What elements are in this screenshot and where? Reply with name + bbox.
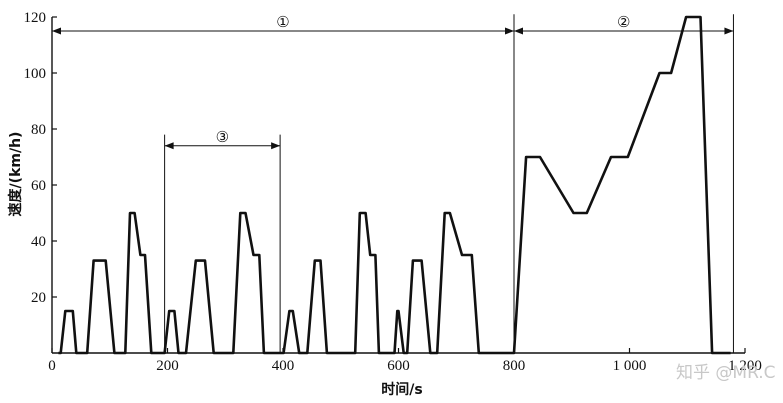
x-tick-label-600: 600 — [387, 358, 410, 374]
x-tick-label-0: 0 — [48, 358, 56, 374]
phase-label-3: ③ — [216, 130, 229, 146]
x-tick-labels: 0 200 400 600 800 1 000 1 200 — [48, 358, 762, 374]
watermark: 知乎 @MR.C — [676, 363, 776, 383]
x-tick-label-200: 200 — [156, 358, 179, 374]
phase-arrow-1-head-right — [505, 27, 514, 35]
y-tick-label-20: 20 — [31, 290, 46, 306]
x-tick-label-800: 800 — [503, 358, 526, 374]
x-tick-label-400: 400 — [272, 358, 295, 374]
phase-arrow-3-head-left — [164, 142, 174, 150]
y-tick-label-100: 100 — [24, 66, 47, 82]
phase-label-2: ② — [617, 15, 630, 31]
x-axis-title: 时间/s — [381, 381, 422, 398]
phase-label-1: ① — [276, 15, 289, 31]
x-tick-label-1200: 1 200 — [728, 358, 762, 374]
phase-arrow-1-head-left — [52, 27, 61, 35]
y-axis-title: 速度/(km/h) — [7, 132, 24, 217]
y-tick-label-60: 60 — [31, 178, 46, 194]
y-tick-label-40: 40 — [31, 234, 46, 250]
phase-arrow-3-head-right — [271, 142, 281, 150]
y-tick-label-80: 80 — [31, 122, 46, 138]
y-tick-label-120: 120 — [24, 10, 47, 26]
annotation-labels: ① ② ③ — [216, 15, 631, 146]
phase-arrow-2-head-right — [724, 27, 734, 35]
y-tick-labels: 20 40 60 80 100 120 — [24, 10, 47, 306]
x-tick-label-1000: 1 000 — [613, 358, 647, 374]
speed-series-line — [58, 15, 731, 355]
phase-arrow-2-head-left — [514, 27, 523, 35]
